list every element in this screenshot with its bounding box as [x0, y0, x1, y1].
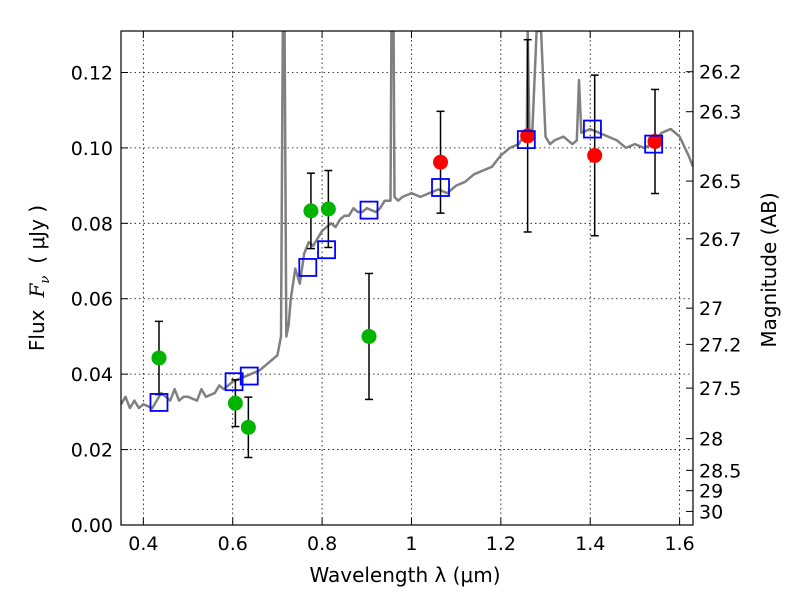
data-point: [587, 147, 603, 163]
mag-tick-label: 27.2: [699, 334, 741, 356]
y-tick-label: 0.10: [71, 138, 113, 160]
model-square: [431, 178, 450, 197]
data-point: [433, 154, 449, 170]
data-point: [647, 133, 663, 149]
x-tick-label: 1: [405, 533, 417, 555]
mag-tick-label: 26.7: [699, 229, 741, 251]
x-tick-label: 0.8: [307, 533, 337, 555]
ticks: 0.4 0.6 0.8 1 1.2 1.4 1.6 0.00 0.02 0.04 0.06 0.08 0…: [71, 31, 741, 555]
x-tick-label: 1.4: [575, 533, 605, 555]
x-tick-label: 1.2: [486, 533, 516, 555]
y2-axis-label: Magnitude (AB): [757, 192, 781, 347]
mag-tick-label: 26.3: [699, 102, 741, 124]
model-square: [224, 372, 244, 392]
mag-tick-label: 26.5: [699, 171, 741, 193]
data-point: [240, 419, 256, 435]
mag-tick-label: 28: [699, 429, 723, 451]
mag-tick-label: 27.5: [699, 378, 741, 400]
data-point: [320, 201, 336, 217]
x-tick-label: 1.6: [664, 533, 694, 555]
model-square: [516, 130, 536, 150]
model-square: [317, 240, 336, 260]
model-square: [149, 393, 169, 412]
data-point: [520, 128, 536, 144]
x-tick-label: 0.4: [128, 533, 158, 555]
y-label-flux: Flux: [25, 309, 49, 351]
model-square: [583, 119, 602, 139]
y-label-fnu: F: [25, 283, 49, 299]
model-square: [239, 366, 259, 386]
y-tick-label: 0.00: [71, 515, 113, 537]
mag-tick-label: 26.2: [699, 62, 741, 84]
model-square: [298, 258, 318, 277]
data-point: [227, 395, 243, 411]
mag-tick-label: 28.5: [699, 460, 741, 482]
x-axis-label: Wavelength λ (μm): [309, 563, 500, 587]
mag-tick-label: 27: [699, 298, 723, 320]
y-label-fnu-sub: ν: [38, 276, 53, 284]
model-square: [644, 134, 664, 154]
markers: [149, 38, 664, 459]
data-point: [361, 328, 377, 344]
mag-tick-label: 29: [699, 481, 723, 503]
y-label-unit: ( μJy ): [25, 205, 49, 264]
model-square: [359, 200, 379, 220]
y-tick-label: 0.08: [71, 213, 113, 235]
y-tick-label: 0.02: [71, 440, 113, 462]
y-axis-label: Flux Fν ( μJy ): [25, 205, 53, 351]
y-tick-label: 0.06: [71, 289, 113, 311]
data-point: [303, 203, 319, 219]
mag-tick-label: 30: [699, 501, 723, 523]
x-tick-label: 0.6: [218, 533, 248, 555]
y-tick-label: 0.12: [71, 62, 113, 84]
data-point: [151, 350, 167, 366]
plot-frame: [120, 30, 694, 526]
y-tick-label: 0.04: [71, 364, 113, 386]
